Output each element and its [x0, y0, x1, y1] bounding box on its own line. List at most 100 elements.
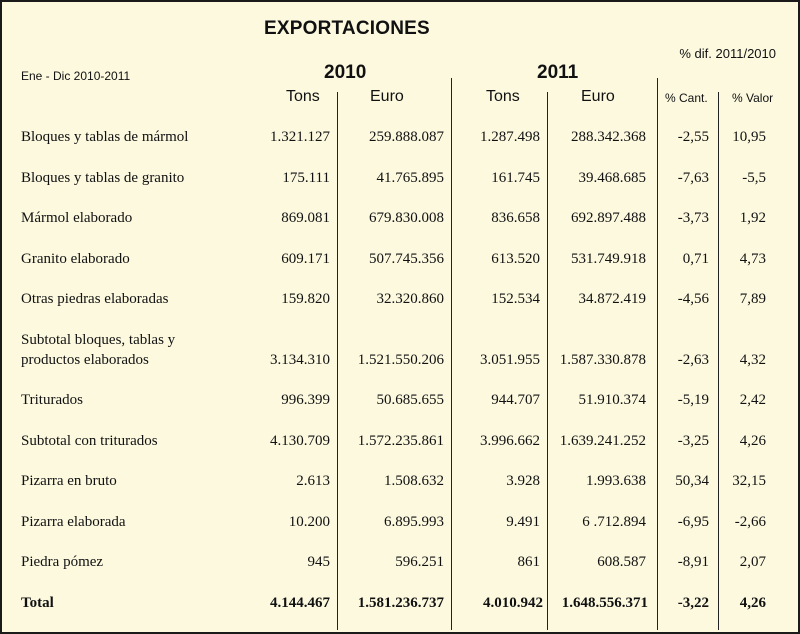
euro-2010-cell: 1.521.550.206	[357, 352, 444, 368]
tons-2011-cell: 9.491	[506, 514, 540, 530]
column-divider	[657, 78, 658, 630]
col-euro-2011: Euro	[581, 88, 615, 105]
pct-valor-cell: 1,92	[739, 210, 766, 226]
pct-cant-cell: -2,55	[677, 129, 709, 145]
pct-valor-cell: -5,5	[742, 170, 766, 186]
pct-valor-cell: 2,07	[739, 554, 766, 570]
euro-2011-cell: 6 .712.894	[582, 514, 646, 530]
column-divider	[718, 92, 719, 630]
year-2010-header: 2010	[324, 62, 367, 83]
row-label: Mármol elaborado	[21, 210, 133, 226]
col-euro-2010: Euro	[370, 88, 404, 105]
period-label: Ene - Dic 2010-2011	[21, 69, 131, 83]
euro-2010-cell: 50.685.655	[376, 392, 445, 408]
pct-cant-cell: -7,63	[677, 170, 709, 186]
tons-2011-cell: 3.051.955	[480, 352, 540, 368]
euro-2010-cell: 507.745.356	[369, 251, 444, 267]
total-pct-valor: 4,26	[739, 595, 766, 611]
row-label: Pizarra elaborada	[21, 514, 126, 530]
pct-valor-cell: 32,15	[732, 473, 766, 489]
row-label: Subtotal con triturados	[21, 433, 158, 449]
tons-2011-cell: 152.534	[491, 291, 540, 307]
total-label: Total	[21, 595, 54, 611]
row-label: Otras piedras elaboradas	[21, 291, 169, 307]
tons-2011-cell: 836.658	[491, 210, 540, 226]
pct-cant-cell: -5,19	[677, 392, 709, 408]
pct-cant-cell: -8,91	[677, 554, 709, 570]
euro-2010-cell: 41.765.895	[376, 170, 445, 186]
tons-2010-cell: 996.399	[281, 392, 330, 408]
row-label: Piedra pómez	[21, 554, 104, 570]
pct-valor-cell: 10,95	[732, 129, 766, 145]
euro-2010-cell: 596.251	[395, 554, 444, 570]
row-label: Granito elaborado	[21, 251, 130, 267]
table-title: EXPORTACIONES	[264, 18, 430, 39]
euro-2011-cell: 288.342.368	[571, 129, 646, 145]
tons-2011-cell: 1.287.498	[480, 129, 540, 145]
euro-2011-cell: 1.993.638	[586, 473, 646, 489]
pct-valor-cell: 2,42	[739, 392, 766, 408]
euro-2011-cell: 39.468.685	[578, 170, 647, 186]
tons-2011-cell: 3.996.662	[480, 433, 540, 449]
euro-2011-cell: 1.587.330.878	[559, 352, 646, 368]
tons-2010-cell: 4.130.709	[270, 433, 330, 449]
pct-cant-cell: -6,95	[677, 514, 709, 530]
pct-cant-cell: 0,71	[682, 251, 709, 267]
euro-2010-cell: 1.508.632	[384, 473, 444, 489]
row-label: Triturados	[21, 392, 83, 408]
total-pct-cant: -3,22	[677, 595, 709, 611]
pct-valor-cell: 4,73	[739, 251, 766, 267]
euro-2010-cell: 32.320.860	[376, 291, 445, 307]
tons-2011-cell: 161.745	[491, 170, 540, 186]
pct-cant-cell: 50,34	[675, 473, 709, 489]
euro-2011-cell: 1.639.241.252	[559, 433, 646, 449]
row-label: Bloques y tablas de mármol	[21, 129, 189, 145]
euro-2010-cell: 259.888.087	[369, 129, 444, 145]
total-euro-2011: 1.648.556.371	[561, 595, 648, 611]
tons-2011-cell: 613.520	[491, 251, 540, 267]
euro-2010-cell: 1.572.235.861	[357, 433, 444, 449]
pct-dif-header: % dif. 2011/2010	[679, 46, 776, 61]
column-divider	[451, 78, 452, 630]
tons-2010-cell: 1.321.127	[270, 129, 330, 145]
tons-2010-cell: 159.820	[281, 291, 330, 307]
col-tons-2010: Tons	[286, 88, 320, 105]
euro-2010-cell: 6.895.993	[384, 514, 444, 530]
tons-2010-cell: 945	[307, 554, 331, 570]
pct-valor-cell: 4,32	[739, 352, 766, 368]
euro-2011-cell: 34.872.419	[578, 291, 647, 307]
col-pct-valor: % Valor	[732, 91, 774, 105]
pct-valor-cell: -2,66	[734, 514, 766, 530]
column-divider	[337, 92, 338, 630]
total-euro-2010: 1.581.236.737	[357, 595, 444, 611]
row-label: Pizarra en bruto	[21, 473, 117, 489]
row-label-line2: productos elaborados	[21, 352, 149, 368]
tons-2011-cell: 3.928	[506, 473, 540, 489]
total-tons-2010: 4.144.467	[270, 595, 330, 611]
column-divider	[547, 92, 548, 630]
year-2011-header: 2011	[537, 62, 579, 83]
total-tons-2011: 4.010.942	[483, 595, 543, 611]
euro-2011-cell: 608.587	[597, 554, 646, 570]
col-tons-2011: Tons	[486, 88, 520, 105]
tons-2010-cell: 175.111	[282, 170, 330, 186]
tons-2010-cell: 3.134.310	[270, 352, 330, 368]
euro-2011-cell: 51.910.374	[578, 392, 647, 408]
row-label-line1: Subtotal bloques, tablas y	[21, 332, 176, 348]
tons-2010-cell: 2.613	[296, 473, 330, 489]
tons-2010-cell: 609.171	[281, 251, 330, 267]
pct-valor-cell: 7,89	[739, 291, 766, 307]
row-label: Bloques y tablas de granito	[21, 170, 185, 186]
euro-2010-cell: 679.830.008	[369, 210, 444, 226]
pct-cant-cell: -3,25	[677, 433, 709, 449]
euro-2011-cell: 531.749.918	[571, 251, 646, 267]
pct-cant-cell: -2,63	[677, 352, 709, 368]
tons-2010-cell: 10.200	[288, 514, 330, 530]
pct-cant-cell: -3,73	[677, 210, 709, 226]
col-pct-cant: % Cant.	[665, 91, 708, 105]
tons-2010-cell: 869.081	[281, 210, 330, 226]
euro-2011-cell: 692.897.488	[571, 210, 646, 226]
pct-valor-cell: 4,26	[739, 433, 766, 449]
tons-2011-cell: 861	[517, 554, 541, 570]
